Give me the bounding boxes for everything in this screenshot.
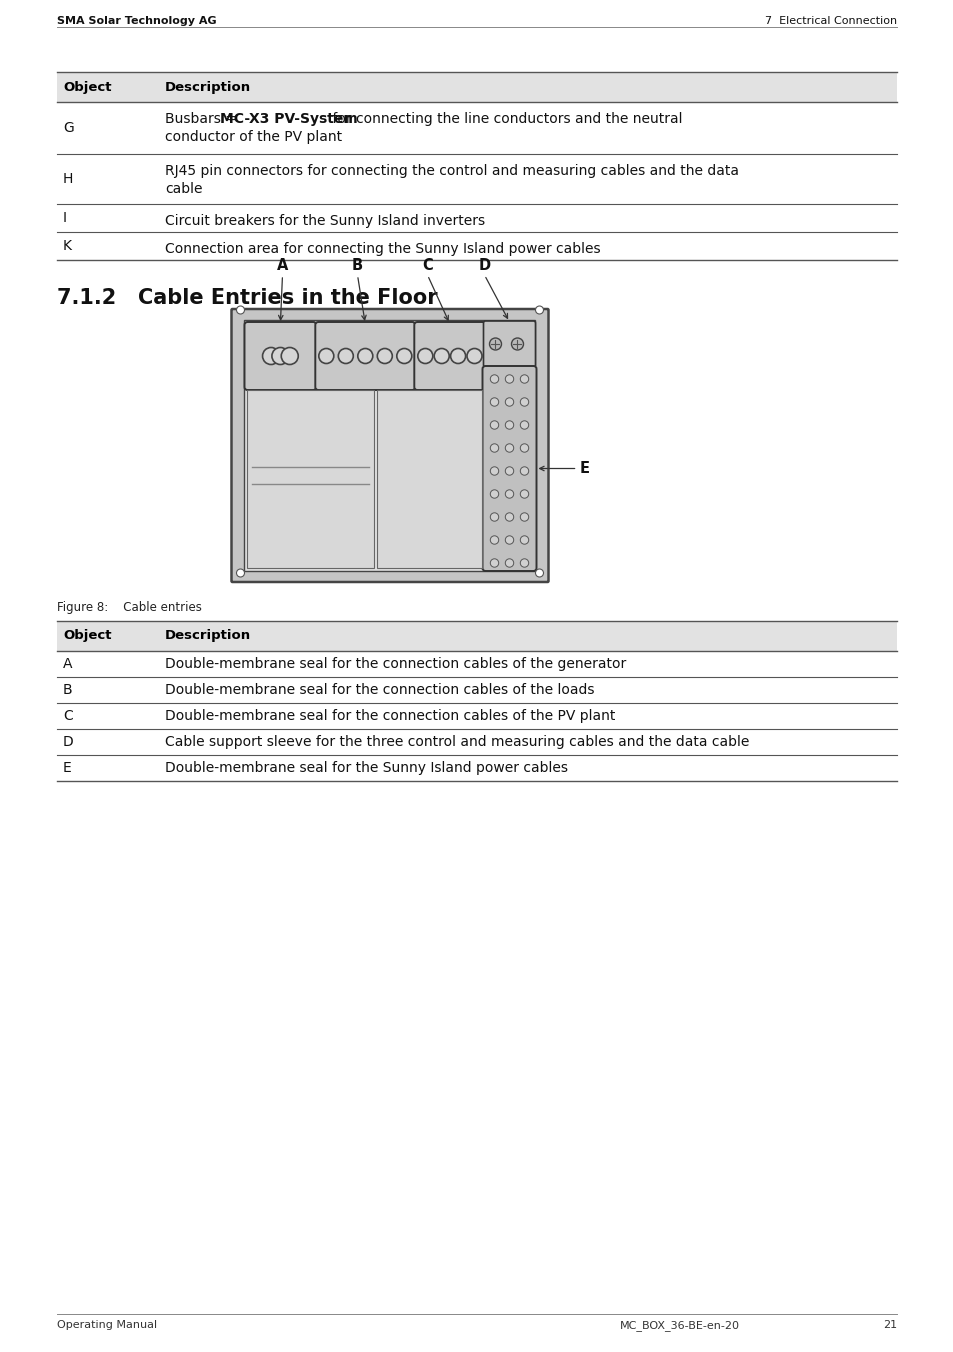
Text: Description: Description [165, 630, 251, 642]
Circle shape [505, 397, 513, 406]
Text: A: A [63, 657, 72, 671]
Text: B: B [352, 258, 363, 273]
Text: Circuit breakers for the Sunny Island inverters: Circuit breakers for the Sunny Island in… [165, 214, 485, 228]
Circle shape [396, 349, 412, 364]
Text: Figure 8:    Cable entries: Figure 8: Cable entries [57, 602, 202, 614]
Bar [247, 389, 374, 568]
Text: Operating Manual: Operating Manual [57, 1320, 157, 1330]
Circle shape [490, 558, 498, 568]
Circle shape [511, 338, 523, 350]
Circle shape [281, 347, 298, 365]
Circle shape [519, 512, 528, 522]
Text: C: C [63, 708, 72, 723]
FancyBboxPatch shape [414, 322, 485, 389]
Text: Double-membrane seal for the Sunny Island power cables: Double-membrane seal for the Sunny Islan… [165, 761, 567, 775]
Text: E: E [63, 761, 71, 775]
Circle shape [490, 375, 498, 383]
Text: Description: Description [165, 81, 251, 93]
Text: H: H [63, 172, 73, 187]
Text: Double-membrane seal for the connection cables of the generator: Double-membrane seal for the connection … [165, 657, 625, 671]
Circle shape [236, 569, 244, 577]
Text: Cable support sleeve for the three control and measuring cables and the data cab: Cable support sleeve for the three contr… [165, 735, 749, 749]
Bar [244, 320, 535, 571]
Circle shape [490, 466, 498, 475]
Circle shape [535, 569, 543, 577]
Circle shape [519, 397, 528, 406]
Circle shape [262, 347, 279, 365]
Text: G: G [63, 120, 73, 135]
Text: Double-membrane seal for the connection cables of the PV plant: Double-membrane seal for the connection … [165, 708, 615, 723]
Circle shape [505, 466, 513, 475]
Text: 7.1.2   Cable Entries in the Floor: 7.1.2 Cable Entries in the Floor [57, 288, 437, 308]
Circle shape [489, 338, 501, 350]
Text: Double-membrane seal for the connection cables of the loads: Double-membrane seal for the connection … [165, 683, 594, 698]
Bar [57, 72, 896, 101]
Text: B: B [63, 683, 72, 698]
Circle shape [376, 349, 392, 364]
Text: Object: Object [63, 630, 112, 642]
Text: MC_BOX_36-BE-en-20: MC_BOX_36-BE-en-20 [619, 1320, 740, 1330]
Text: Connection area for connecting the Sunny Island power cables: Connection area for connecting the Sunny… [165, 242, 600, 256]
Text: I: I [63, 211, 67, 224]
FancyBboxPatch shape [232, 310, 548, 581]
Text: A: A [276, 258, 288, 273]
Circle shape [505, 535, 513, 545]
Bar [377, 389, 482, 568]
Text: Object: Object [63, 81, 112, 93]
Text: C: C [421, 258, 433, 273]
Circle shape [434, 349, 449, 364]
Circle shape [338, 349, 353, 364]
Circle shape [450, 349, 465, 364]
Circle shape [318, 349, 334, 364]
Circle shape [490, 489, 498, 498]
Circle shape [272, 347, 289, 365]
Circle shape [519, 558, 528, 568]
Circle shape [490, 535, 498, 545]
Circle shape [519, 375, 528, 383]
Text: Busbars =: Busbars = [165, 112, 236, 126]
Circle shape [505, 489, 513, 498]
FancyBboxPatch shape [483, 320, 535, 366]
Bar [57, 621, 896, 652]
Circle shape [236, 306, 244, 314]
Circle shape [519, 489, 528, 498]
Text: cable: cable [165, 183, 202, 196]
Circle shape [490, 443, 498, 452]
Circle shape [535, 306, 543, 314]
Text: D: D [63, 735, 73, 749]
Text: MC-X3 PV-System: MC-X3 PV-System [220, 112, 357, 126]
Circle shape [490, 397, 498, 406]
Text: 21: 21 [882, 1320, 896, 1330]
Text: conductor of the PV plant: conductor of the PV plant [165, 130, 342, 145]
Text: for connecting the line conductors and the neutral: for connecting the line conductors and t… [328, 112, 681, 126]
Circle shape [505, 443, 513, 452]
Text: RJ45 pin connectors for connecting the control and measuring cables and the data: RJ45 pin connectors for connecting the c… [165, 164, 739, 178]
Text: E: E [578, 461, 589, 476]
Text: 7  Electrical Connection: 7 Electrical Connection [764, 16, 896, 26]
FancyBboxPatch shape [315, 322, 415, 389]
Circle shape [505, 512, 513, 522]
Circle shape [357, 349, 373, 364]
Circle shape [417, 349, 433, 364]
Circle shape [467, 349, 481, 364]
Circle shape [519, 420, 528, 429]
Circle shape [505, 558, 513, 568]
Circle shape [519, 466, 528, 475]
Circle shape [505, 375, 513, 383]
FancyBboxPatch shape [244, 322, 316, 389]
Circle shape [519, 535, 528, 545]
Text: SMA Solar Technology AG: SMA Solar Technology AG [57, 16, 216, 26]
Circle shape [519, 443, 528, 452]
Text: K: K [63, 239, 71, 253]
Text: D: D [478, 258, 490, 273]
Circle shape [505, 420, 513, 429]
FancyBboxPatch shape [482, 366, 536, 571]
Circle shape [490, 512, 498, 522]
Circle shape [490, 420, 498, 429]
